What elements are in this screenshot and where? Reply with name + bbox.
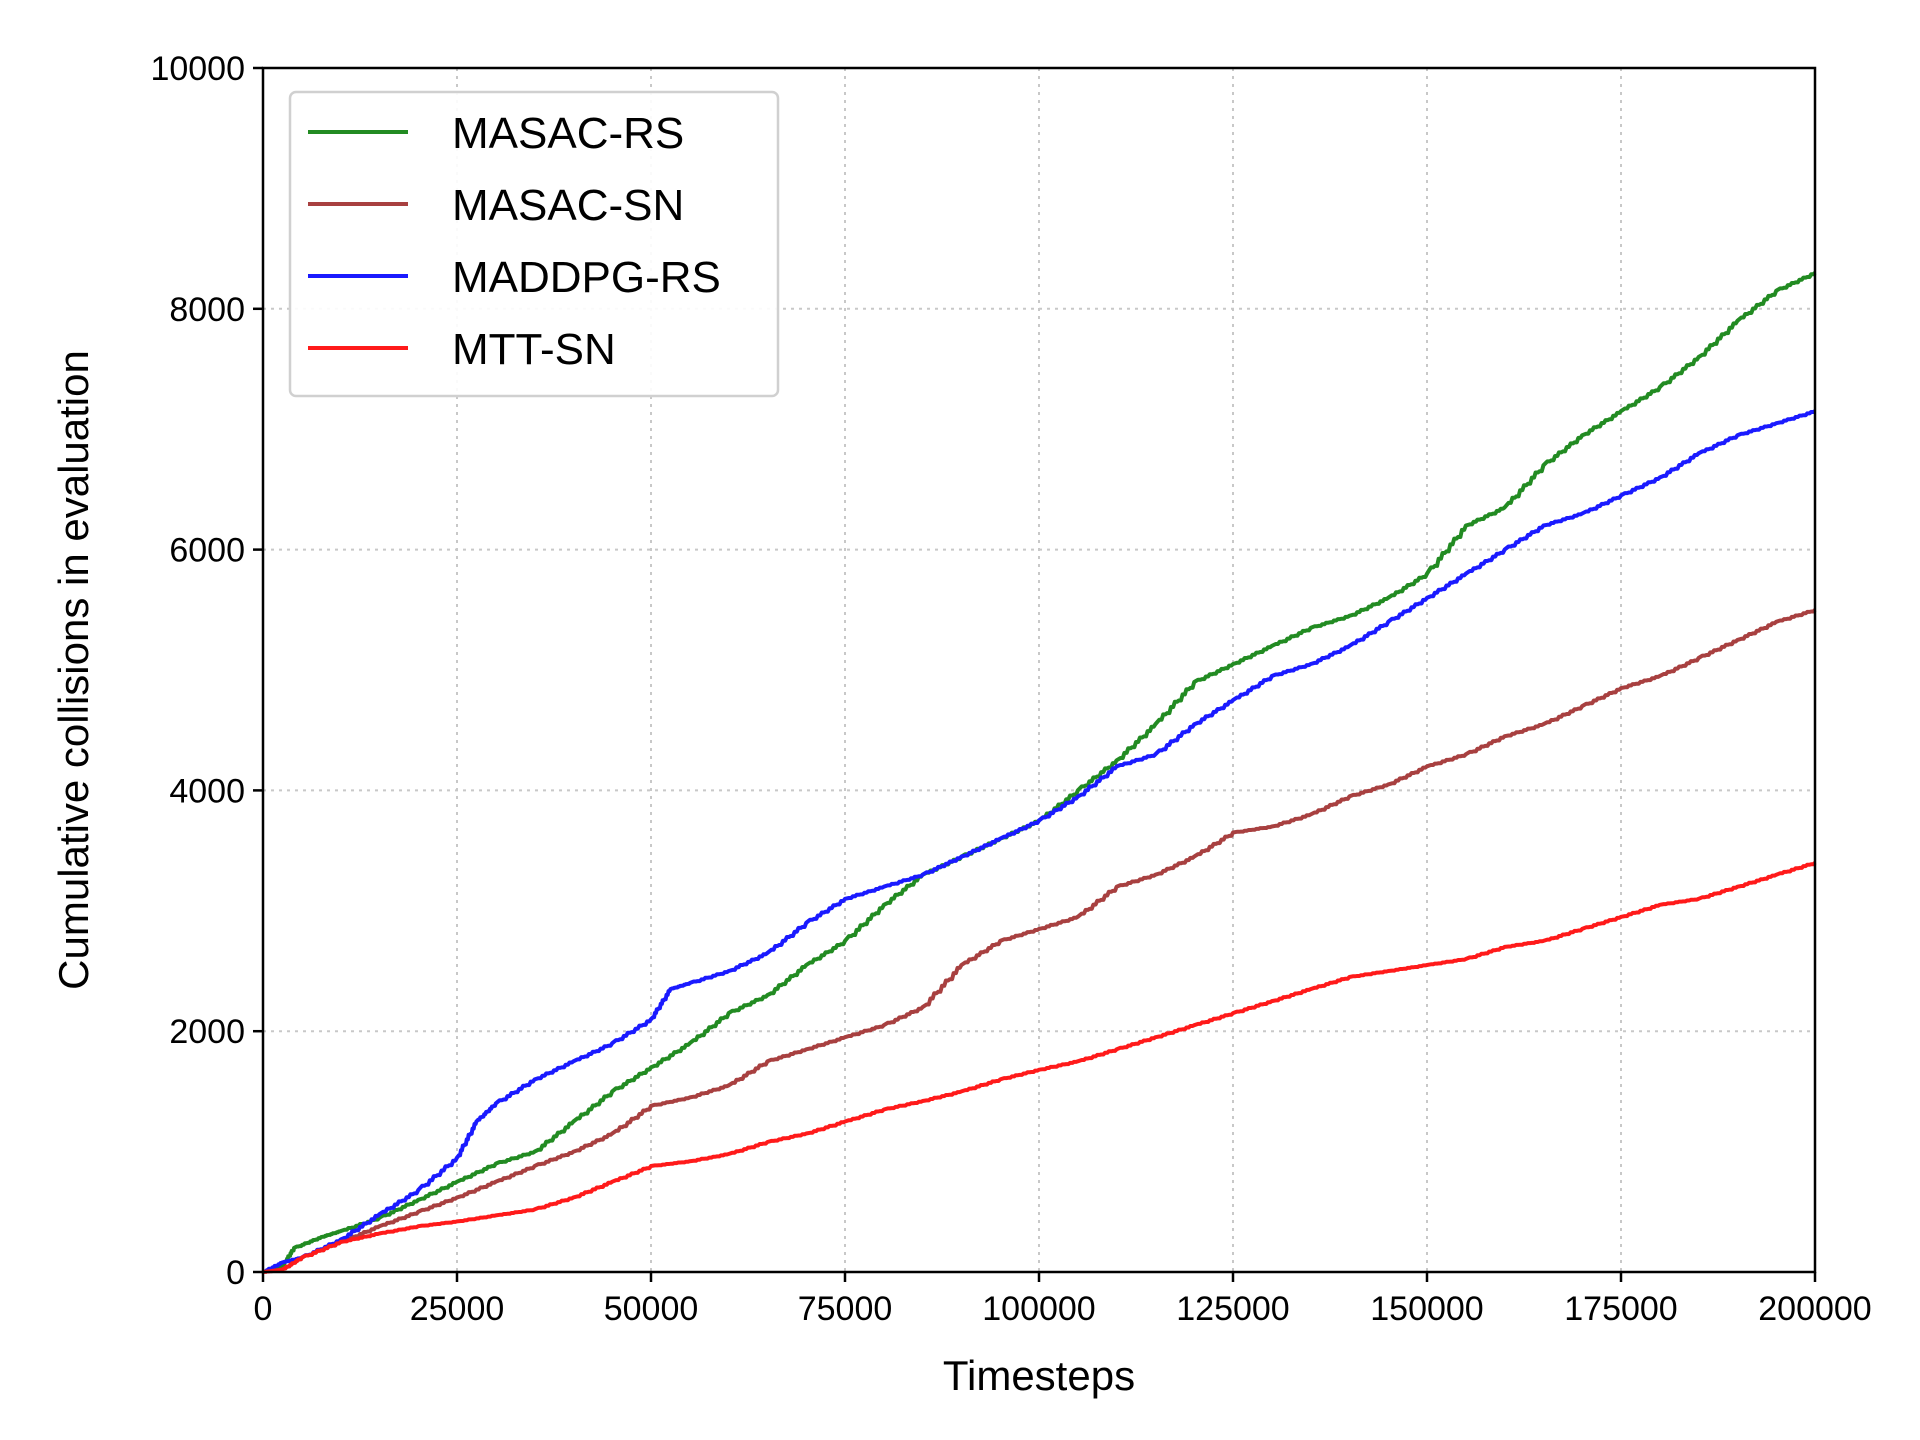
x-tick-label: 200000 bbox=[1758, 1290, 1871, 1328]
legend-label: MASAC-RS bbox=[452, 109, 684, 158]
legend: MASAC-RS MASAC-SN MADDPG-RS MTT-SN bbox=[288, 90, 780, 398]
x-tick-label: 125000 bbox=[1176, 1290, 1289, 1328]
x-tick-label: 0 bbox=[254, 1290, 273, 1328]
legend-label: MASAC-SN bbox=[452, 181, 684, 230]
y-tick-label: 2000 bbox=[169, 1013, 245, 1051]
x-tick-label: 100000 bbox=[982, 1290, 1095, 1328]
x-tick-label: 175000 bbox=[1564, 1290, 1677, 1328]
y-tick-label: 0 bbox=[226, 1254, 245, 1292]
y-tick-label: 6000 bbox=[169, 532, 245, 570]
y-tick-label: 8000 bbox=[169, 291, 245, 329]
legend-box bbox=[288, 90, 780, 398]
x-axis: 0 25000 50000 75000 100000 125000 150000 175000… bbox=[254, 1272, 1872, 1328]
series-line-masac-sn bbox=[262, 608, 1817, 1274]
y-axis: 0 2000 4000 6000 8000 10000 bbox=[150, 50, 263, 1292]
x-tick-label: 25000 bbox=[410, 1290, 505, 1328]
series-line-mtt-sn bbox=[262, 861, 1817, 1274]
x-tick-label: 150000 bbox=[1370, 1290, 1483, 1328]
y-tick-label: 4000 bbox=[169, 772, 245, 810]
grid-lines bbox=[263, 68, 1815, 1272]
legend-label: MADDPG-RS bbox=[452, 253, 721, 302]
y-axis-title: Cumulative collisions in evaluation bbox=[50, 350, 97, 990]
x-axis-title: Timesteps bbox=[943, 1352, 1135, 1399]
x-tick-label: 75000 bbox=[798, 1290, 893, 1328]
series-line-maddpg-rs bbox=[262, 409, 1816, 1274]
legend-label: MTT-SN bbox=[452, 325, 616, 374]
y-tick-label: 10000 bbox=[150, 50, 245, 88]
x-tick-label: 50000 bbox=[604, 1290, 699, 1328]
series-lines bbox=[262, 271, 1817, 1274]
